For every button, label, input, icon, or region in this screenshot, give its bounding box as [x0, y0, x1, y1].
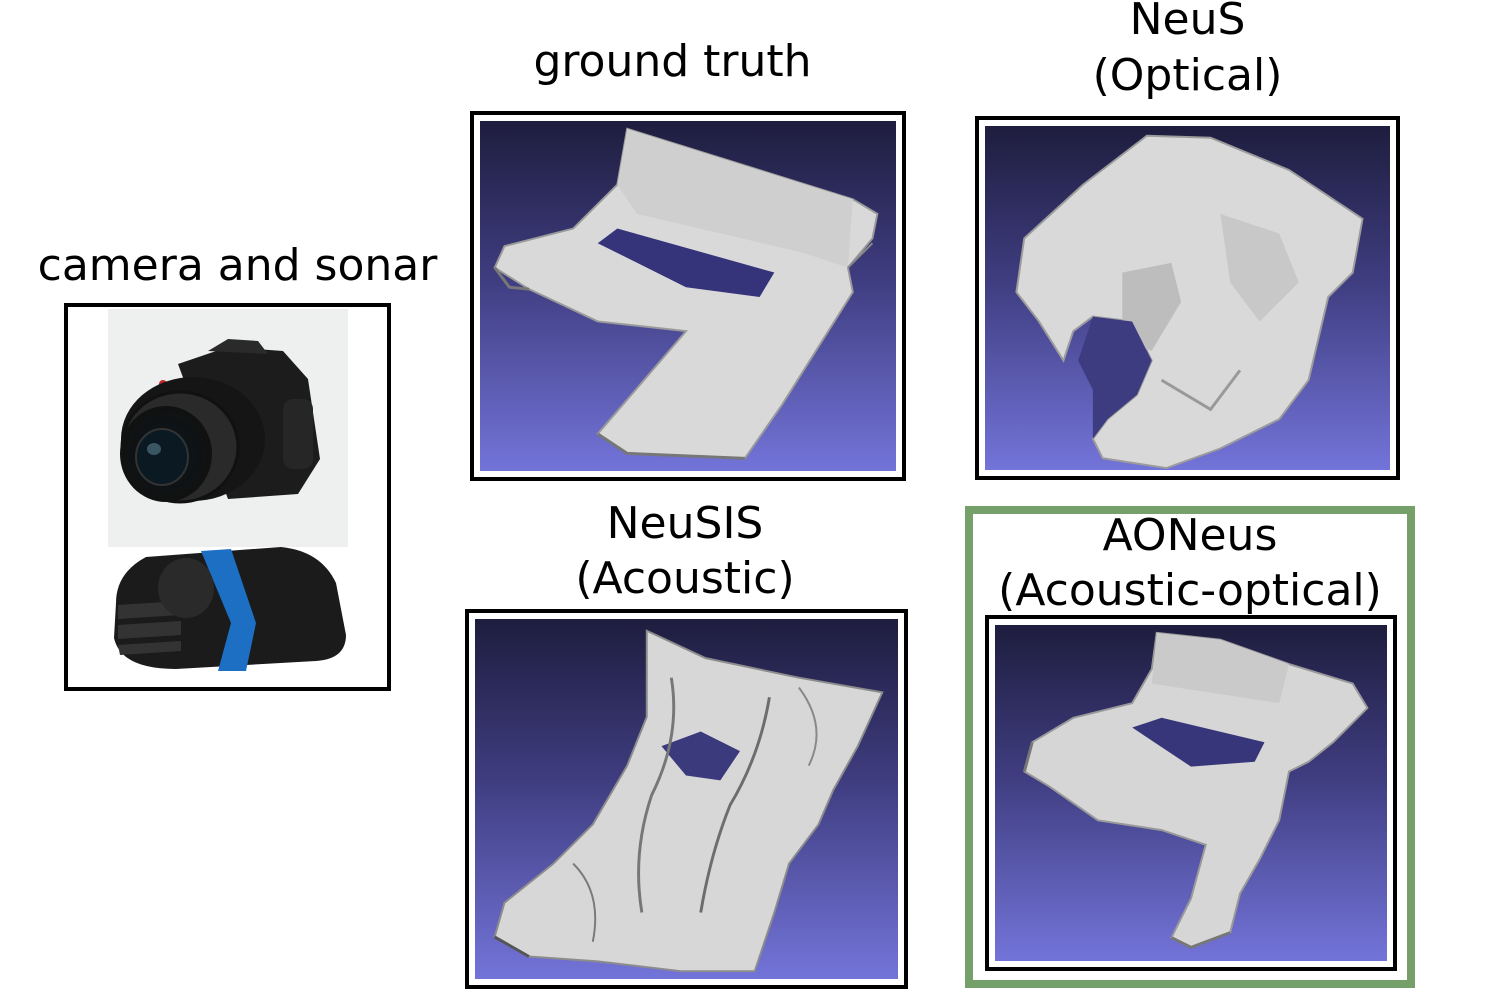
neusis-label-line2: (Acoustic)	[575, 553, 795, 604]
neusis-label-line1: NeuSIS	[606, 498, 764, 549]
input-frame	[64, 303, 391, 691]
ground-truth-frame	[470, 111, 906, 481]
camera-icon	[108, 309, 348, 547]
neus-frame	[975, 116, 1400, 480]
neusis-mesh	[493, 629, 884, 973]
ground-truth-label: ground truth	[533, 36, 812, 87]
neus-mesh	[1015, 134, 1364, 470]
input-label: camera and sonar	[37, 240, 438, 291]
aoneus-label-line2: (Acoustic-optical)	[998, 565, 1382, 616]
sonar-icon	[114, 547, 346, 671]
neus-viewport	[985, 126, 1390, 470]
ground-truth-viewport	[480, 121, 896, 471]
aoneus-viewport	[995, 625, 1387, 961]
aoneus-label-line1: AONeus	[1102, 510, 1278, 561]
ground-truth-mesh	[493, 127, 879, 460]
neus-label-line2: (Optical)	[1092, 50, 1283, 101]
neusis-frame	[465, 609, 908, 989]
neus-label-line1: NeuS	[1129, 0, 1246, 45]
neusis-viewport	[475, 619, 898, 979]
aoneus-frame	[985, 615, 1397, 971]
aoneus-mesh	[1022, 631, 1369, 949]
